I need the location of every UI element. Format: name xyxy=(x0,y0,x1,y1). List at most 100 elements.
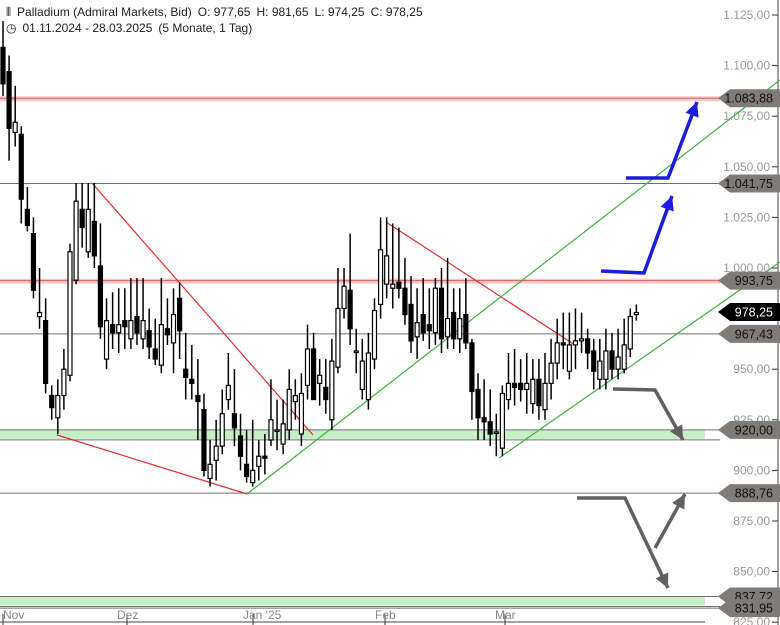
candle xyxy=(85,182,91,258)
candle xyxy=(493,413,499,457)
price-label-text: 831,95 xyxy=(735,602,773,616)
candle-body xyxy=(524,382,530,391)
trend-line xyxy=(56,434,248,495)
candle-body xyxy=(481,417,487,423)
candle-body xyxy=(426,324,432,332)
candle xyxy=(591,338,597,390)
candle-body xyxy=(304,348,311,386)
candle xyxy=(384,217,390,299)
candle xyxy=(0,21,6,96)
candle-body xyxy=(597,360,603,380)
trend-line xyxy=(498,261,780,459)
candle-body xyxy=(219,413,225,447)
candle-body xyxy=(24,208,30,227)
candle xyxy=(475,373,481,441)
candle-body xyxy=(518,382,524,391)
price-label-text: 1.083,88 xyxy=(724,92,773,106)
candle-body xyxy=(353,350,359,354)
price-label-text: 993,75 xyxy=(735,274,773,288)
candle xyxy=(499,385,505,457)
down-arrow-head xyxy=(655,572,669,588)
candle-body xyxy=(12,121,18,133)
candle-body xyxy=(61,368,67,397)
down-arrow-head xyxy=(670,424,683,440)
candle xyxy=(310,332,317,401)
candle-body xyxy=(49,394,55,409)
y-tick-label: 950,00 xyxy=(733,362,770,376)
candle xyxy=(183,332,189,400)
candle xyxy=(79,182,85,248)
candle-body xyxy=(335,307,341,368)
candle xyxy=(414,288,420,360)
candle-body xyxy=(152,348,158,360)
candle xyxy=(268,379,274,447)
candle xyxy=(402,257,408,325)
candle xyxy=(292,379,298,420)
y-tick-label: 875,00 xyxy=(733,514,770,528)
candle xyxy=(603,328,609,390)
candle xyxy=(146,308,152,360)
candle-body xyxy=(170,313,177,344)
candle xyxy=(585,328,591,370)
candle-body xyxy=(55,394,61,419)
candle-body xyxy=(585,338,591,354)
support-band xyxy=(0,429,705,439)
candle xyxy=(335,268,341,374)
candle-body xyxy=(122,320,128,328)
candle xyxy=(457,288,463,354)
candle-body xyxy=(323,386,329,401)
candle-body xyxy=(256,455,262,467)
candle-body xyxy=(542,382,548,411)
header-line-1: ⫴ Palladium (Admiral Markets, Bid) O: 977,… xyxy=(6,5,429,20)
candle xyxy=(396,227,402,299)
trend-line xyxy=(246,79,780,495)
down-arrow xyxy=(577,496,670,589)
candle-body xyxy=(329,360,335,421)
price-label-text: 888,76 xyxy=(735,487,773,501)
candle-body xyxy=(438,287,445,340)
candle xyxy=(511,348,518,406)
candle-body xyxy=(365,352,371,401)
candle-body xyxy=(280,423,286,445)
candle-body xyxy=(79,208,85,229)
candle-body xyxy=(451,311,457,340)
trend-line xyxy=(385,221,576,346)
y-tick-label: 1.125,00 xyxy=(723,8,770,22)
candle-body xyxy=(591,350,597,372)
candle-body xyxy=(493,431,499,435)
candle xyxy=(505,353,512,410)
candle-body xyxy=(499,392,505,449)
price-label: 993,75 xyxy=(718,271,780,290)
candle xyxy=(43,298,49,394)
candle-body xyxy=(73,200,79,281)
clock-icon: ◷ xyxy=(6,21,17,35)
candle-body xyxy=(359,360,365,391)
candle xyxy=(250,419,256,487)
candle-body xyxy=(566,344,572,372)
x-tick-label: Mar xyxy=(495,608,516,622)
candle xyxy=(164,298,171,345)
candle xyxy=(365,332,371,410)
price-label-bg xyxy=(718,599,780,618)
price-label-bg xyxy=(718,303,780,322)
candle-body xyxy=(262,455,268,459)
candle xyxy=(451,288,457,349)
candle xyxy=(371,298,378,370)
candle-body xyxy=(420,313,426,334)
candle-body xyxy=(371,309,378,360)
candle-body xyxy=(402,287,408,316)
candle xyxy=(189,344,195,400)
candle-body xyxy=(341,285,347,310)
candle xyxy=(30,217,37,299)
price-label: 1.083,88 xyxy=(718,89,780,108)
candle xyxy=(627,308,633,358)
candle xyxy=(24,187,30,232)
candle xyxy=(12,85,18,147)
candle-body xyxy=(530,378,536,405)
candle xyxy=(262,433,268,475)
candle-body xyxy=(36,311,43,318)
candle xyxy=(304,324,311,400)
candle-body xyxy=(85,208,91,253)
price-label: 831,95 xyxy=(718,599,780,618)
